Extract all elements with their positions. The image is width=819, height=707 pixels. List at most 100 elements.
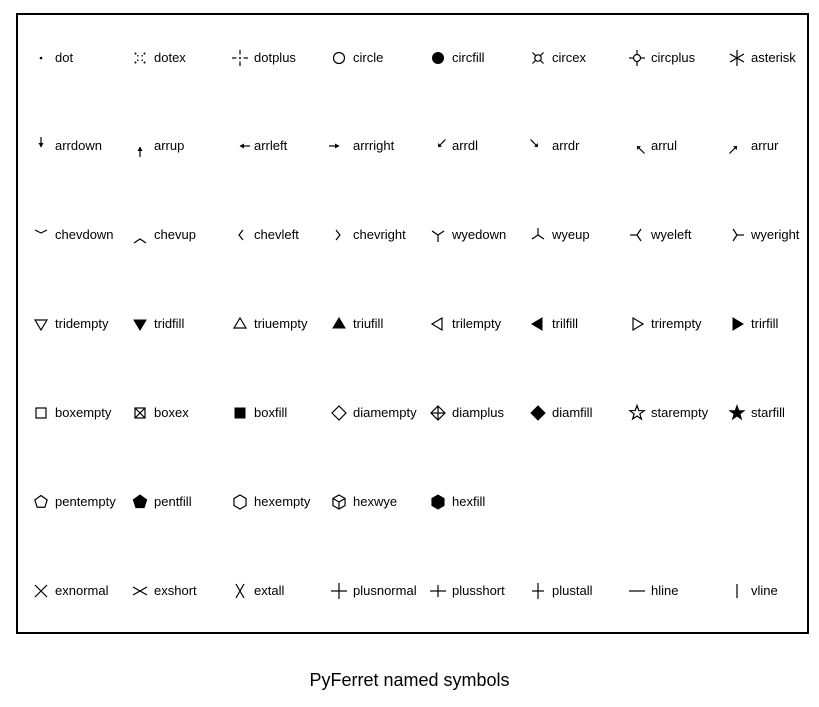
symbol-label: arrup	[154, 138, 185, 153]
symbol-label: starfill	[751, 405, 785, 420]
symbol-label: circex	[552, 50, 586, 65]
triufill-icon	[332, 317, 346, 329]
wyeright-icon	[732, 228, 744, 242]
arrdl-icon	[438, 139, 446, 147]
starfill-icon	[728, 403, 746, 421]
symbol-label: dotplus	[254, 50, 296, 65]
symbol-label: triuempty	[254, 316, 308, 331]
trirfill-icon	[732, 317, 744, 331]
symbol-label: diamempty	[353, 405, 417, 420]
symbol-label: trilempty	[452, 316, 502, 331]
symbol-label: exnormal	[55, 583, 109, 598]
symbol-label: wyeup	[552, 227, 590, 242]
symbol-label: plustall	[552, 583, 593, 598]
symbol-label: pentempty	[55, 494, 116, 509]
symbol-label: circplus	[651, 50, 696, 65]
symbol-label: wyeleft	[651, 227, 692, 242]
arrur-icon	[729, 146, 737, 154]
symbol-label: vline	[751, 583, 778, 598]
circle-icon	[332, 51, 346, 65]
symbol-label: arrdown	[55, 138, 102, 153]
symbol-label: asterisk	[751, 50, 796, 65]
tridempty-icon	[33, 319, 49, 332]
symbol-label: hexfill	[452, 494, 486, 509]
figure-caption: PyFerret named symbols	[309, 670, 510, 690]
symbol-label: diamfill	[552, 405, 593, 420]
arrul-icon	[637, 146, 645, 154]
arrup-icon	[137, 146, 143, 157]
plot-frame	[16, 13, 809, 634]
symbol-label: wyeright	[751, 227, 800, 242]
diamempty-icon	[331, 405, 347, 421]
wyedown-icon	[431, 230, 445, 242]
triuempty-icon	[232, 316, 248, 329]
trilfill-icon	[531, 317, 543, 331]
symbol-label: extall	[254, 583, 285, 598]
symbol-label: arrur	[751, 138, 779, 153]
symbol-label: plusnormal	[353, 583, 417, 598]
arrright-icon	[329, 143, 340, 149]
symbol-label: chevup	[154, 227, 196, 242]
dotplus-icon	[232, 50, 248, 66]
symbol-label: arrdr	[552, 138, 580, 153]
symbol-label: wyedown	[452, 227, 507, 242]
exnormal-icon	[34, 584, 48, 598]
symbol-label: arrdl	[452, 138, 479, 153]
symbol-label: hexempty	[254, 494, 311, 509]
circex-icon	[532, 52, 544, 64]
hexempty-icon	[233, 494, 247, 510]
symbol-label: tridempty	[55, 316, 109, 331]
symbol-label: trirfill	[751, 316, 779, 331]
symbol-label: dot	[55, 50, 74, 65]
chevup-icon	[133, 238, 147, 244]
symbol-label: exshort	[154, 583, 197, 598]
symbol-label: trirempty	[651, 316, 702, 331]
symbol-label: starempty	[651, 405, 709, 420]
asterisk-icon	[729, 50, 745, 66]
symbol-label: trilfill	[552, 316, 578, 331]
pentfill-icon	[132, 494, 148, 509]
symbol-label: boxempty	[55, 405, 112, 420]
exshort-icon	[132, 586, 148, 596]
symbol-label: tridfill	[154, 316, 185, 331]
symbol-label: chevdown	[55, 227, 114, 242]
starempty-icon	[628, 403, 646, 421]
chevright-icon	[335, 229, 341, 241]
symbol-label: diamplus	[452, 405, 505, 420]
symbol-label: chevright	[353, 227, 406, 242]
plusshort-icon	[430, 585, 446, 597]
plusnormal-icon	[331, 583, 347, 599]
wyeup-icon	[531, 228, 545, 240]
trirempty-icon	[632, 316, 645, 332]
arrleft-icon	[239, 143, 250, 149]
symbol-label: triufill	[353, 316, 384, 331]
symbol-label: boxfill	[254, 405, 288, 420]
dotex-icon	[134, 52, 146, 64]
tridfill-icon	[133, 319, 147, 331]
pentempty-icon	[34, 494, 48, 508]
boxex-icon	[134, 407, 146, 419]
boxempty-icon	[35, 407, 47, 419]
symbol-label: chevleft	[254, 227, 299, 242]
symbol-label: hexwye	[353, 494, 398, 509]
arrdr-icon	[530, 139, 538, 147]
circfill-icon	[432, 52, 444, 64]
plustall-icon	[532, 583, 544, 599]
symbol-label: arrleft	[254, 138, 288, 153]
symbol-label: circle	[353, 50, 384, 65]
symbol-label: circfill	[452, 50, 485, 65]
symbol-label: pentfill	[154, 494, 192, 509]
boxfill-icon	[234, 407, 246, 419]
circplus-icon	[629, 50, 645, 66]
hexwye-icon	[332, 494, 346, 510]
symbol-label: boxex	[154, 405, 189, 420]
symbol-label: hline	[651, 583, 679, 598]
trilempty-icon	[430, 316, 443, 332]
symbol-label: dotex	[154, 50, 186, 65]
hexfill-icon	[431, 494, 445, 510]
wyeleft-icon	[630, 228, 642, 242]
symbol-label: plusshort	[452, 583, 505, 598]
chevleft-icon	[238, 229, 244, 241]
symbol-label: arrul	[651, 138, 678, 153]
